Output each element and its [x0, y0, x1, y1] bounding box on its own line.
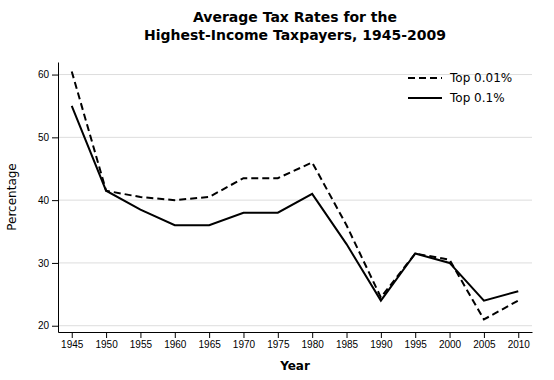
legend-item: Top 0.01%	[408, 71, 512, 85]
y-axis: 20 30 40 50 60	[38, 63, 59, 333]
title: Average Tax Rates for the Highest-Income …	[144, 9, 446, 43]
tick-label: 1955	[130, 339, 153, 350]
tick-mark	[347, 332, 348, 338]
tick-mark	[278, 332, 279, 338]
tick-mark	[518, 332, 519, 338]
tick: 2010	[508, 332, 531, 350]
series-line	[72, 71, 519, 319]
tick-label: 1975	[267, 339, 290, 350]
grid-line	[58, 262, 532, 263]
tick-mark	[72, 332, 73, 338]
chart: 1945 1950 1955 1960 1965 1970 1975 1980 1985 1990…	[0, 0, 554, 380]
tick-label: 2010	[508, 339, 531, 350]
tick: 2005	[473, 332, 496, 350]
tick: 40	[38, 195, 58, 206]
tick-label: 1990	[370, 339, 393, 350]
tick: 1960	[164, 332, 187, 350]
legend-item: Top 0.1%	[408, 91, 505, 105]
x-axis: 1945 1950 1955 1960 1965 1970 1975 1980 1985 1990…	[59, 332, 533, 350]
tick-label: 1970	[233, 339, 256, 350]
tick: 1955	[130, 332, 153, 350]
tick-label: 2000	[439, 339, 462, 350]
tick-label: 1965	[199, 339, 222, 350]
tick: 30	[38, 258, 58, 269]
grid-line	[58, 325, 532, 326]
tick-mark	[52, 75, 58, 76]
plot: 1945 1950 1955 1960 1965 1970 1975 1980 1985 1990…	[38, 63, 533, 351]
tick-label: 1960	[164, 339, 187, 350]
legend-label: Top 0.01%	[449, 71, 512, 85]
tick-label: 1985	[336, 339, 359, 350]
lines	[72, 71, 519, 319]
tick-mark	[381, 332, 382, 338]
tick-label: 1980	[302, 339, 325, 350]
tick-mark	[52, 200, 58, 201]
tick-label: 20	[38, 320, 50, 331]
tick: 1985	[336, 332, 359, 350]
tick-label: 1995	[405, 339, 428, 350]
axis-line	[59, 332, 533, 333]
tick-mark	[209, 332, 210, 338]
tick-mark	[52, 326, 58, 327]
legend-swatch	[408, 77, 442, 79]
tick-label: 50	[38, 132, 50, 143]
tick-mark	[243, 332, 244, 338]
tick: 1965	[199, 332, 222, 350]
legend-swatch	[408, 97, 442, 99]
tick: 50	[38, 132, 58, 143]
title-line: Average Tax Rates for the	[193, 9, 397, 25]
tick-mark	[106, 332, 107, 338]
tick-mark	[140, 332, 141, 338]
tick: 1950	[95, 332, 118, 350]
x-axis-title: Year	[279, 359, 310, 373]
legend-label: Top 0.1%	[449, 91, 505, 105]
tick-mark	[415, 332, 416, 338]
tick: 1990	[370, 332, 393, 350]
tick: 1970	[233, 332, 256, 350]
tick-mark	[312, 332, 313, 338]
legend: Top 0.01% Top 0.1%	[408, 71, 512, 105]
tick-mark	[52, 263, 58, 264]
grid-line	[58, 200, 532, 201]
tick-label: 30	[38, 258, 50, 269]
tick: 20	[38, 320, 58, 331]
axis-line	[58, 63, 59, 333]
title-line: Highest-Income Taxpayers, 1945-2009	[144, 27, 446, 43]
tick-label: 60	[38, 69, 50, 80]
tick-label: 2005	[473, 339, 496, 350]
tick: 2000	[439, 332, 462, 350]
tick: 1945	[61, 332, 84, 350]
tick-label: 40	[38, 195, 50, 206]
tick-mark	[52, 137, 58, 138]
grid	[58, 75, 532, 326]
grid-line	[58, 137, 532, 138]
tick-mark	[484, 332, 485, 338]
tick-mark	[175, 332, 176, 338]
tick: 1980	[302, 332, 325, 350]
tick-mark	[450, 332, 451, 338]
series-line	[72, 106, 519, 301]
tick: 1995	[405, 332, 428, 350]
tick: 1975	[267, 332, 290, 350]
tick-label: 1945	[61, 339, 84, 350]
y-axis-title: Percentage	[5, 163, 19, 231]
tick: 60	[38, 69, 58, 80]
tick-label: 1950	[95, 339, 118, 350]
